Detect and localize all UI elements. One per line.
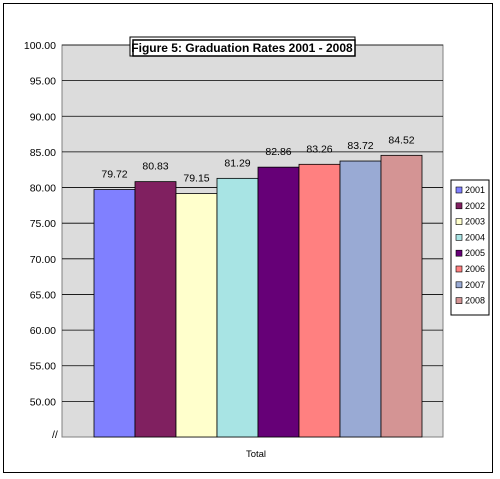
axis-break-label: // [52, 429, 58, 441]
y-tick-label: 85.00 [30, 147, 56, 159]
legend-label-2006: 2006 [465, 264, 485, 274]
y-tick-label: 60.00 [30, 325, 56, 337]
legend-swatch-2007 [455, 281, 463, 289]
legend-label-2004: 2004 [465, 232, 485, 242]
chart-title-box: Figure 5: Graduation Rates 2001 - 2008 [129, 36, 356, 57]
chart-title: Figure 5: Graduation Rates 2001 - 2008 [131, 41, 353, 55]
bar-2001 [93, 189, 136, 438]
legend-swatch-2001 [455, 186, 463, 194]
y-tick-label: 70.00 [30, 254, 56, 266]
data-label-2001: 79.72 [101, 169, 127, 181]
legend-swatch-2004 [455, 234, 463, 241]
data-label-2007: 83.72 [347, 140, 373, 152]
legend-label-2008: 2008 [465, 296, 485, 306]
category-label: Total [246, 449, 266, 460]
bar-2008 [380, 154, 423, 438]
bar-2002 [134, 181, 177, 438]
bar-2007 [339, 160, 382, 438]
legend-swatch-2006 [455, 265, 463, 273]
legend-label-2001: 2001 [465, 185, 485, 195]
bar-2004 [216, 177, 259, 438]
data-label-2006: 83.26 [306, 143, 332, 155]
data-label-2002: 80.83 [142, 161, 168, 173]
data-label-2004: 81.29 [224, 157, 250, 169]
y-axis-ticks: 100.00 95.00 90.00 85.00 80.00 75.00 70.00 65.0… [24, 40, 56, 408]
legend-label-2002: 2002 [465, 201, 485, 211]
y-tick-label: 90.00 [30, 111, 56, 123]
legend-swatch-2002 [455, 202, 463, 210]
legend-swatch-2008 [455, 297, 463, 304]
data-label-2003: 79.15 [183, 173, 209, 185]
y-tick-label: 80.00 [30, 183, 56, 195]
legend-label-2007: 2007 [465, 280, 485, 290]
legend-swatch-2005 [455, 249, 463, 257]
bar-2003 [175, 193, 218, 438]
legend: 2001 2002 2003 2004 2005 2006 2007 2008 [450, 179, 490, 316]
data-label-2005: 82.86 [265, 146, 291, 158]
bar-2005 [257, 166, 300, 438]
data-labels: 79.72 80.83 79.15 81.29 82.86 83.26 83.72 84.52 [101, 134, 414, 184]
y-tick-label: 100.00 [24, 40, 56, 52]
legend-label-2003: 2003 [465, 217, 485, 227]
legend-label-2005: 2005 [465, 248, 485, 258]
bars [93, 154, 423, 438]
legend-swatch-2003 [455, 218, 463, 225]
y-tick-label: 75.00 [30, 218, 56, 230]
bar-2006 [298, 163, 341, 438]
data-label-2008: 84.52 [388, 134, 414, 146]
y-tick-label: 55.00 [30, 361, 56, 373]
y-tick-label: 95.00 [30, 76, 56, 88]
y-tick-label: 65.00 [30, 289, 56, 301]
y-tick-label: 50.00 [30, 396, 56, 408]
